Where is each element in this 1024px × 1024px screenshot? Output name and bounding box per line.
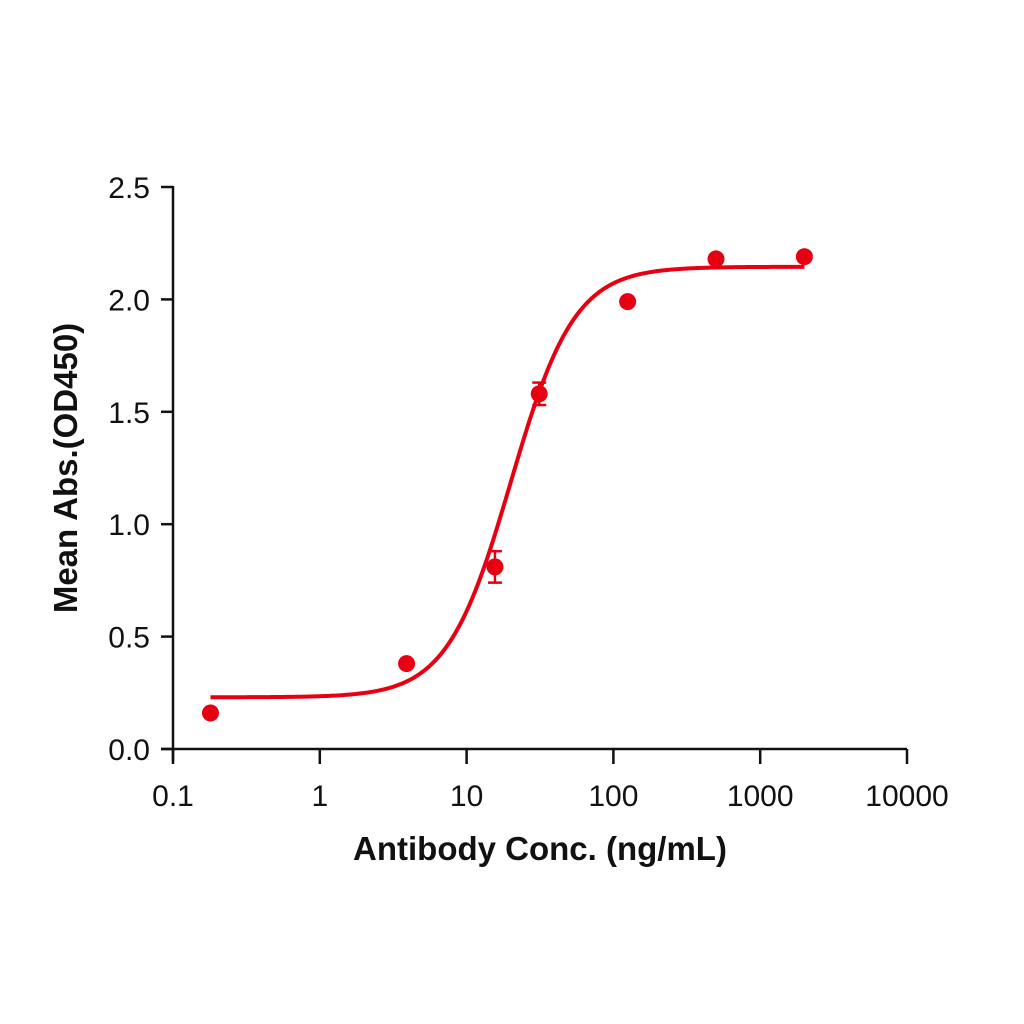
fit-curve-path [210,264,805,700]
x-ticks: 0.1 1 10 100 1000 10000 [152,749,949,813]
data-points [201,248,813,722]
data-point [530,385,548,403]
y-tick-label: 1.0 [108,509,150,542]
y-tick-label: 1.5 [108,397,150,430]
data-point [201,704,219,722]
y-tick-label: 2.5 [108,172,150,205]
error-bars [487,381,547,584]
x-tick-label: 0.1 [152,780,194,813]
x-tick-label: 10 [450,780,483,813]
fit-curve [210,264,805,700]
y-axis-title: Mean Abs.(OD450) [47,323,84,613]
x-axis-title: Antibody Conc. (ng/mL) [353,830,727,867]
data-point [707,250,725,268]
data-point [486,558,504,576]
x-tick-label: 1 [311,780,328,813]
axes: 0.0 0.5 1.0 1.5 2.0 2.5 0.1 1 10 100 1000 10000 [108,172,948,813]
data-point [619,293,637,311]
data-point [795,248,813,266]
x-tick-label: 1000 [727,780,794,813]
x-tick-label: 10000 [865,780,948,813]
x-tick-label: 100 [588,780,638,813]
y-ticks: 0.0 0.5 1.0 1.5 2.0 2.5 [108,172,173,767]
y-tick-label: 0.0 [108,734,150,767]
y-tick-label: 2.0 [108,284,150,317]
data-point [398,655,416,673]
y-tick-label: 0.5 [108,622,150,655]
